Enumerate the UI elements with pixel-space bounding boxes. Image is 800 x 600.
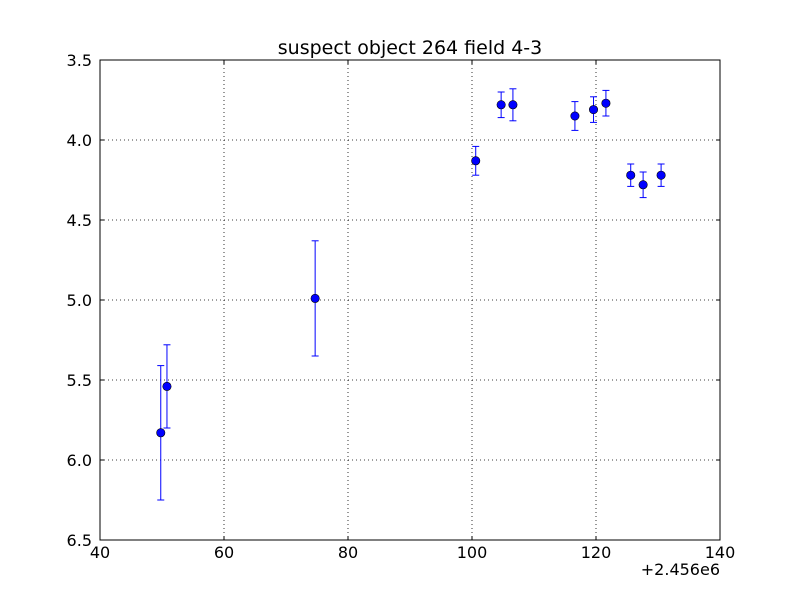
chart-title: suspect object 264 field 4-3 [278,37,543,59]
x-tick-label: 100 [457,543,488,562]
data-point [496,100,506,110]
data-point [310,293,320,303]
x-tick-label: 120 [581,543,612,562]
y-tick-label: 5.5 [67,371,92,390]
x-axis-offset-label: +2.456e6 [641,560,720,579]
x-tick-label: 140 [705,543,736,562]
data-point [656,170,666,180]
data-point [471,156,481,166]
data-point [508,100,518,110]
y-tick-label: 6.5 [67,531,92,550]
x-tick-label: 80 [338,543,358,562]
data-point [601,98,611,108]
data-point [638,180,648,190]
plot-area: 40 60 80 100 120 140 3.5 4.0 4.5 5.0 5.5 6.0 6.5 [67,51,736,562]
x-tick-label: 40 [90,543,110,562]
x-tick-label: 60 [214,543,234,562]
y-tick-label: 4.5 [67,211,92,230]
data-point [162,381,172,391]
data-point [589,105,599,115]
y-tick-label: 4.0 [67,131,92,150]
data-point [156,428,166,438]
y-tick-label: 6.0 [67,451,92,470]
y-tick-label: 5.0 [67,291,92,310]
data-point [570,111,580,121]
data-point [626,170,636,180]
y-tick-label: 3.5 [67,51,92,70]
